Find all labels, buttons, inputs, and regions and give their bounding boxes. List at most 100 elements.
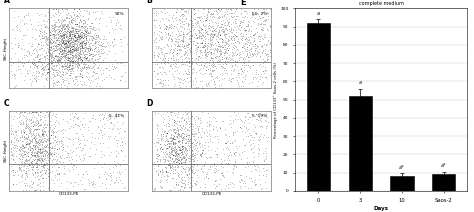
Point <box>231 10 239 13</box>
Point <box>221 59 228 63</box>
Point <box>49 72 57 75</box>
Point <box>254 17 262 21</box>
Point <box>166 26 173 29</box>
Point <box>44 150 51 154</box>
Point <box>66 49 74 53</box>
Point <box>92 45 100 49</box>
Point <box>95 175 103 179</box>
Point <box>156 169 164 173</box>
Point <box>62 41 69 45</box>
Point <box>63 71 71 75</box>
Point <box>62 42 69 46</box>
Point <box>192 23 200 26</box>
Point <box>70 82 78 85</box>
Point <box>120 64 128 67</box>
Point <box>114 127 121 131</box>
Point <box>173 115 181 118</box>
Point <box>63 52 70 55</box>
Point <box>226 55 233 59</box>
Point <box>14 41 21 45</box>
Point <box>175 44 182 47</box>
Point <box>22 122 30 125</box>
Point <box>222 8 229 11</box>
Point <box>73 48 80 52</box>
Point <box>89 27 97 31</box>
Point <box>86 29 93 33</box>
Point <box>207 32 214 35</box>
Point <box>221 40 229 44</box>
Point <box>191 138 199 141</box>
Point <box>43 70 51 74</box>
Point <box>55 42 63 46</box>
Point <box>86 60 93 63</box>
Point <box>211 47 219 51</box>
Point <box>10 136 18 140</box>
Point <box>182 170 189 173</box>
Point <box>180 22 187 26</box>
Point <box>232 46 240 49</box>
Point <box>169 169 176 172</box>
Point <box>25 59 33 62</box>
Point <box>44 44 51 47</box>
Point <box>238 37 246 40</box>
Point <box>231 160 239 163</box>
Point <box>170 131 177 134</box>
Point <box>68 67 76 70</box>
Point <box>82 46 90 50</box>
Point <box>247 148 255 151</box>
Point <box>33 69 40 73</box>
Point <box>23 165 30 168</box>
Point <box>70 26 77 29</box>
Point <box>49 163 56 166</box>
Point <box>27 130 34 133</box>
Point <box>165 145 173 148</box>
Point <box>184 143 191 147</box>
Point <box>73 37 81 40</box>
Point <box>164 146 171 150</box>
Point <box>60 46 68 50</box>
Bar <box>432 174 456 191</box>
Point <box>217 84 225 87</box>
Point <box>53 172 61 175</box>
Point <box>76 68 84 71</box>
Point <box>107 174 114 177</box>
Point <box>64 41 72 44</box>
Point <box>53 172 61 176</box>
Point <box>81 21 89 24</box>
Point <box>156 142 164 145</box>
Point <box>242 125 250 129</box>
X-axis label: CD133-PE: CD133-PE <box>58 192 79 196</box>
Point <box>28 183 36 186</box>
Point <box>45 61 53 65</box>
Point <box>47 33 55 36</box>
Point <box>66 48 74 52</box>
Point <box>178 126 186 130</box>
Point <box>30 63 38 66</box>
Point <box>89 70 97 73</box>
Point <box>212 67 219 70</box>
Point <box>243 161 251 165</box>
Point <box>191 181 199 185</box>
Point <box>171 130 178 134</box>
Point <box>259 8 266 11</box>
Point <box>100 127 108 130</box>
Point <box>56 58 64 61</box>
Point <box>62 30 70 34</box>
Point <box>58 70 65 73</box>
Point <box>231 159 239 163</box>
Point <box>45 136 53 139</box>
Point <box>116 170 123 173</box>
Point <box>225 18 233 21</box>
Point <box>27 118 35 121</box>
Point <box>230 46 238 50</box>
Point <box>35 53 42 56</box>
Point <box>169 154 177 157</box>
Point <box>22 160 29 163</box>
Point <box>101 182 109 186</box>
Point <box>198 42 205 45</box>
Point <box>68 69 75 72</box>
Point <box>106 120 113 124</box>
Point <box>223 46 231 50</box>
Point <box>41 155 48 158</box>
Point <box>211 170 219 173</box>
